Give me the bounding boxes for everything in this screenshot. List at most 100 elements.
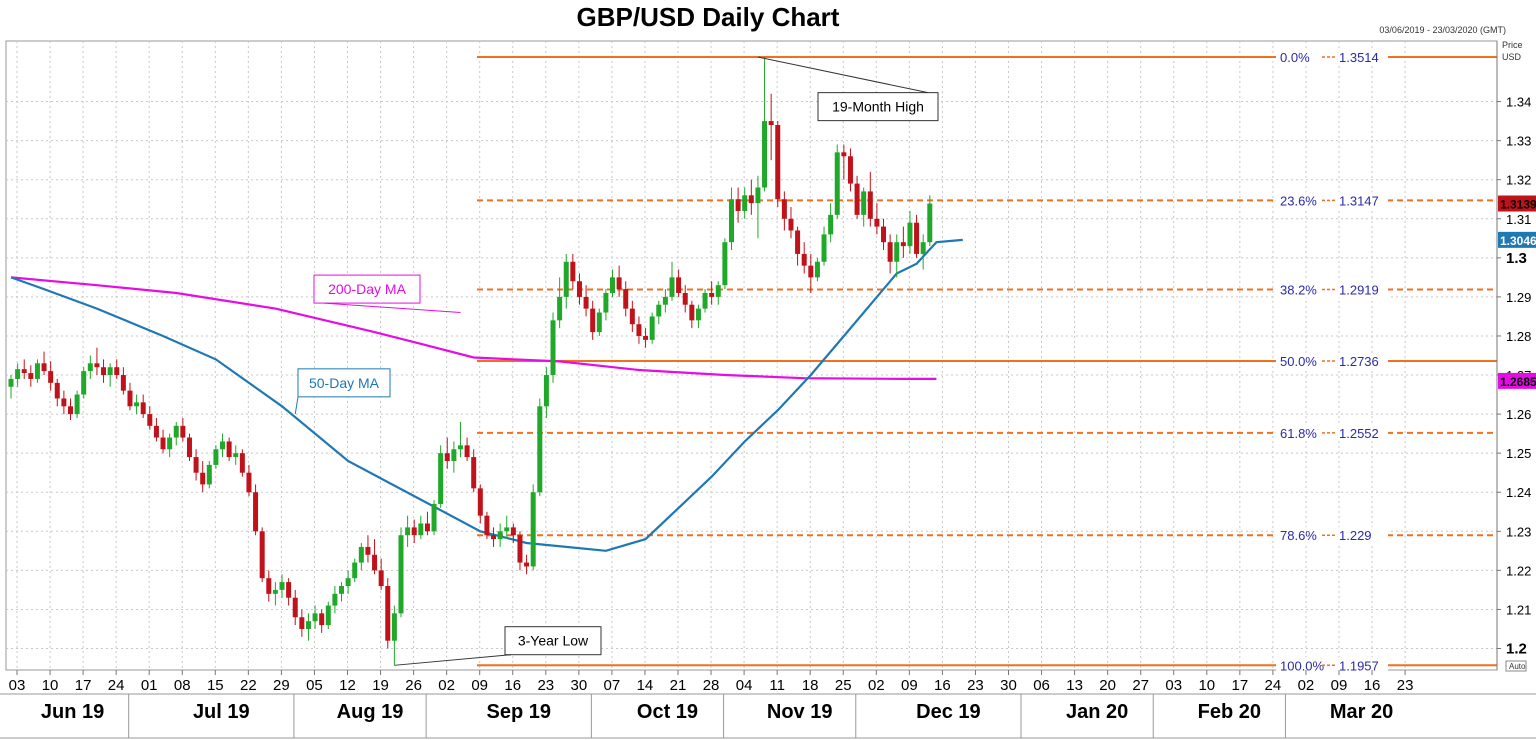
- candle: [438, 445, 444, 508]
- candle-body: [305, 621, 311, 629]
- candle: [504, 515, 510, 540]
- candle: [266, 570, 272, 602]
- candle-body: [643, 335, 649, 340]
- candle-body: [874, 218, 880, 227]
- candle-body: [491, 535, 497, 540]
- candle: [200, 460, 206, 493]
- ma-label-box: [313, 274, 421, 304]
- candle-body: [21, 369, 27, 374]
- x-tick-label: 09: [901, 677, 918, 694]
- candle-body: [484, 515, 490, 536]
- candle: [239, 449, 245, 477]
- candle-body: [101, 367, 107, 376]
- candle-body: [15, 369, 21, 379]
- candle-body: [464, 445, 470, 458]
- chart-title: GBP/USD Daily Chart: [576, 2, 840, 32]
- candle: [894, 234, 900, 278]
- candle: [676, 269, 682, 297]
- candle-body: [81, 371, 87, 395]
- candle-body: [583, 296, 589, 309]
- candle: [914, 214, 920, 258]
- candle-body: [861, 191, 867, 215]
- candle-body: [54, 382, 60, 399]
- y-tick-label: 1.21: [1506, 602, 1531, 617]
- candle: [781, 191, 787, 231]
- price-axis-label: Price: [1502, 40, 1523, 50]
- candle: [656, 300, 662, 325]
- candle-body: [524, 562, 530, 567]
- candle: [643, 328, 649, 348]
- annotation-box: [504, 626, 602, 656]
- candle: [847, 148, 853, 192]
- candle: [828, 203, 834, 243]
- candle-body: [246, 472, 252, 493]
- candle-body: [325, 605, 331, 626]
- auto-label: Auto: [1509, 662, 1526, 671]
- candle-body: [398, 535, 404, 614]
- fib-value-label: 1.229: [1339, 528, 1372, 543]
- candle: [160, 429, 166, 454]
- candle-body: [134, 402, 140, 407]
- candle: [814, 257, 820, 282]
- candle-body: [28, 373, 34, 379]
- last-price-badge-bg: [1498, 195, 1536, 212]
- candle-body: [768, 121, 774, 125]
- candle: [286, 578, 292, 606]
- candle: [299, 609, 305, 637]
- candle-body: [352, 562, 358, 579]
- candle-body: [828, 214, 834, 235]
- fib-value-label: 1.1957: [1339, 658, 1379, 673]
- candle: [576, 273, 582, 305]
- y-tick-label: 1.29: [1506, 290, 1531, 305]
- candle: [67, 398, 73, 420]
- fib-value-label: 1.2919: [1339, 282, 1379, 297]
- ma50-badge-bg: [1498, 231, 1536, 248]
- x-tick-label: 01: [141, 677, 158, 694]
- candle: [464, 437, 470, 461]
- annotation-pointer: [394, 654, 512, 666]
- candle-body: [339, 586, 344, 594]
- x-tick-label: 24: [1265, 677, 1282, 694]
- y-tick-label: 1.2: [1506, 641, 1527, 658]
- candle-body: [510, 527, 516, 536]
- candle-body: [114, 367, 120, 376]
- candle-body: [914, 222, 920, 254]
- candle: [603, 289, 609, 321]
- y-tick-label: 1.34: [1506, 95, 1531, 110]
- candle: [81, 367, 87, 399]
- candle: [689, 300, 695, 329]
- candle: [510, 523, 516, 544]
- candle: [54, 378, 60, 407]
- candle: [15, 363, 21, 387]
- candle: [48, 361, 54, 391]
- candle-body: [418, 523, 424, 536]
- candle-body: [41, 363, 47, 372]
- candle: [153, 418, 159, 442]
- candle: [477, 484, 483, 524]
- candle: [21, 359, 27, 379]
- x-tick-label: 02: [1298, 677, 1315, 694]
- y-tick-label: 1.32: [1506, 173, 1531, 188]
- candle: [874, 203, 880, 235]
- candle-body: [656, 304, 662, 317]
- candle-body: [457, 445, 463, 450]
- candle: [405, 515, 411, 547]
- candle-body: [239, 453, 245, 473]
- candle: [206, 460, 212, 489]
- candle-body: [48, 371, 54, 383]
- x-tick-label: 26: [405, 677, 422, 694]
- candle: [418, 515, 424, 540]
- y-tick-label: 1.24: [1506, 485, 1531, 500]
- x-tick-label: 23: [537, 677, 554, 694]
- candle-body: [299, 617, 305, 629]
- candle-body: [160, 437, 166, 450]
- candle: [491, 527, 497, 547]
- candle-body: [193, 457, 199, 473]
- candle-body: [801, 253, 807, 266]
- candle: [305, 613, 311, 641]
- x-tick-label: 08: [174, 677, 191, 694]
- candle: [173, 421, 179, 446]
- candle: [610, 269, 616, 297]
- candle: [120, 367, 126, 395]
